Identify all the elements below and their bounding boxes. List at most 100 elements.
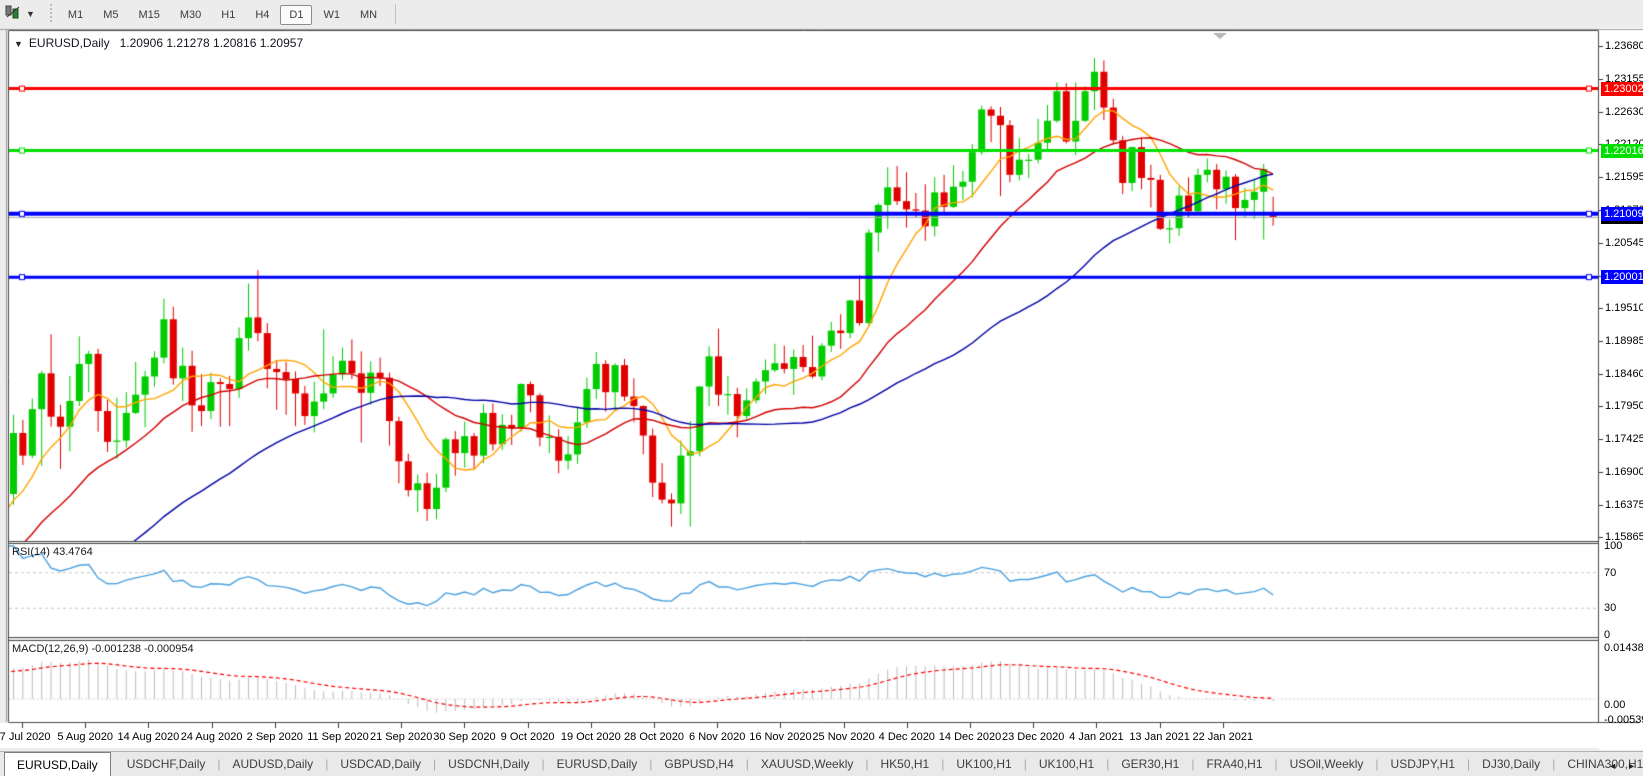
toolbar-drag-handle[interactable] (48, 4, 54, 24)
date-axis-label: 28 Oct 2020 (624, 731, 684, 743)
chart-tab-usdjpy-h1[interactable]: USDJPY,H1 (1390, 757, 1456, 771)
chart-title: ▼ EURUSD,Daily 1.20906 1.21278 1.20816 1.2… (14, 36, 303, 50)
timeframe-button-h1[interactable]: H1 (221, 9, 236, 21)
tab-separator: | (325, 757, 329, 771)
chart-ohlc-values: 1.20906 1.21278 1.20816 1.20957 (119, 36, 304, 50)
price-axis-label: 1.18460 (1605, 367, 1643, 380)
macd-axis-label: -0.005396 (1604, 714, 1643, 726)
tab-scroll-right-icon[interactable]: ► (1627, 761, 1636, 771)
chart-tab-usdcnh-daily[interactable]: USDCNH,Daily (448, 757, 530, 771)
price-axis-label: 1.20545 (1605, 236, 1643, 249)
date-axis-label: 25 Nov 2020 (812, 731, 875, 743)
toolbar-separator (395, 4, 397, 24)
hline-price-tag: 1.20001 (1601, 270, 1643, 285)
date-axis-label: 6 Nov 2020 (689, 731, 746, 743)
date-axis-label: 16 Nov 2020 (749, 731, 812, 743)
price-axis-label: 1.18985 (1605, 334, 1643, 347)
date-axis-label: 2 Sep 2020 (246, 731, 303, 743)
price-axis-label: 1.17950 (1605, 400, 1643, 412)
chart-tab-uk100-h1[interactable]: UK100,H1 (1038, 757, 1095, 771)
timeframe-button-m15[interactable]: M15 (138, 9, 160, 21)
tab-separator: | (1375, 757, 1379, 771)
date-axis-label: 27 Jul 2020 (0, 731, 51, 743)
hline-price-tag: 1.21009 (1601, 206, 1643, 221)
chart-tab-ger30-h1[interactable]: GER30,H1 (1121, 757, 1180, 771)
tab-separator: | (433, 757, 437, 771)
chart-profile-icon[interactable] (4, 3, 22, 26)
price-axis-label: 1.16900 (1605, 465, 1643, 478)
date-axis-label: 13 Jan 2021 (1129, 731, 1190, 743)
date-axis-label: 4 Dec 2020 (878, 731, 935, 743)
timeframe-button-m1[interactable]: M1 (67, 9, 84, 21)
rsi-axis-label: 30 (1604, 602, 1617, 615)
macd-axis-label: 0.014384 (1604, 642, 1643, 654)
hline-price-tag: 1.22016 (1601, 143, 1643, 158)
rsi-indicator-label: RSI(14) 43.4764 (12, 546, 93, 558)
price-axis-label: 1.17425 (1605, 432, 1643, 445)
price-axis-label: 1.21595 (1605, 170, 1643, 183)
tab-separator: | (865, 757, 869, 771)
macd-axis-label: 0.00 (1604, 698, 1626, 711)
symbol-dropdown-icon[interactable]: ▼ (14, 39, 23, 49)
date-axis-label: 19 Oct 2020 (560, 731, 621, 743)
tab-separator: | (1467, 757, 1471, 771)
chart-tab-china300-h1[interactable]: CHINA300,H1 (1567, 757, 1643, 771)
date-axis-label: 14 Aug 2020 (117, 731, 180, 743)
chart-symbol-period: EURUSD,Daily (28, 36, 110, 50)
tab-separator: | (649, 757, 653, 771)
date-axis-label: 11 Sep 2020 (307, 731, 369, 743)
rsi-axis-label: 100 (1604, 540, 1623, 552)
chart-tab-hk50-h1[interactable]: HK50,H1 (880, 757, 930, 771)
chart-tab-uk100-h1[interactable]: UK100,H1 (956, 757, 1012, 771)
chart-tab-usoil-weekly[interactable]: USOil,Weekly (1289, 757, 1364, 771)
price-axis-label: 1.16375 (1605, 498, 1643, 511)
rsi-axis-label: 0 (1604, 629, 1611, 641)
chart-tab-dj30-daily[interactable]: DJ30,Daily (1482, 757, 1541, 771)
timeframe-button-m30[interactable]: M30 (179, 9, 202, 21)
date-axis-label: 14 Dec 2020 (938, 731, 1002, 743)
chart-tab-gbpusd-h4[interactable]: GBPUSD,H4 (664, 757, 734, 771)
price-chart-canvas[interactable] (0, 28, 1643, 776)
chart-tab-bar: EURUSD,Daily USDCHF,Daily | AUDUSD,Daily | US… (0, 751, 1643, 776)
price-axis-label: 1.22630 (1605, 105, 1643, 118)
chart-tab-usdchf-daily[interactable]: USDCHF,Daily (126, 757, 206, 771)
price-axis-label: 1.23680 (1605, 40, 1643, 52)
date-axis-label: 24 Aug 2020 (180, 731, 243, 743)
rsi-axis-label: 70 (1604, 566, 1617, 579)
timeframe-button-w1[interactable]: W1 (323, 9, 340, 21)
tab-separator: | (1191, 757, 1195, 771)
date-axis-label: 4 Jan 2021 (1069, 731, 1124, 743)
tab-separator: | (541, 757, 545, 771)
tab-separator: | (1023, 757, 1027, 771)
timeframe-button-mn[interactable]: MN (359, 9, 378, 21)
chart-tab-audusd-daily[interactable]: AUDUSD,Daily (232, 757, 314, 771)
date-axis-label: 30 Sep 2020 (433, 731, 496, 743)
tab-separator: | (745, 757, 749, 771)
tab-separator: | (217, 757, 221, 771)
chart-tab-fra40-h1[interactable]: FRA40,H1 (1206, 757, 1263, 771)
date-axis-label: 23 Dec 2020 (1001, 731, 1065, 743)
chart-tab-eurusd-daily[interactable]: EURUSD,Daily (556, 757, 638, 771)
chart-profile-dropdown-icon[interactable]: ▼ (26, 9, 35, 19)
date-axis-label: 21 Sep 2020 (369, 731, 433, 743)
tab-separator: | (941, 757, 945, 771)
chart-tab-eurusd-daily[interactable]: EURUSD,Daily (4, 752, 111, 776)
price-axis-label: 1.15865 (1605, 531, 1643, 543)
tab-separator: | (1106, 757, 1110, 771)
tab-separator: | (1274, 757, 1278, 771)
chart-tab-xauusd-weekly[interactable]: XAUUSD,Weekly (760, 757, 854, 771)
tab-separator: | (1552, 757, 1556, 771)
timeframe-button-m5[interactable]: M5 (103, 9, 119, 21)
chart-window: ▼ EURUSD,Daily 1.20906 1.21278 1.20816 1.2… (0, 28, 1643, 776)
date-axis-label: 22 Jan 2021 (1192, 731, 1254, 743)
tab-scroll-left-icon[interactable]: ◄ (1608, 761, 1618, 771)
date-axis-label: 5 Aug 2020 (57, 731, 114, 743)
chart-tab-usdcad-daily[interactable]: USDCAD,Daily (340, 757, 421, 771)
macd-indicator-label: MACD(12,26,9) -0.001238 -0.000954 (12, 643, 194, 655)
hline-price-tag: 1.23002 (1601, 81, 1643, 96)
timeframe-button-h4[interactable]: H4 (255, 9, 270, 21)
timeframe-button-d1[interactable]: D1 (280, 5, 313, 25)
timeframe-buttons: M1 M5 M15 M30 H1 H4 D1 W1 MN (58, 5, 387, 25)
price-axis-label: 1.19510 (1605, 301, 1643, 314)
